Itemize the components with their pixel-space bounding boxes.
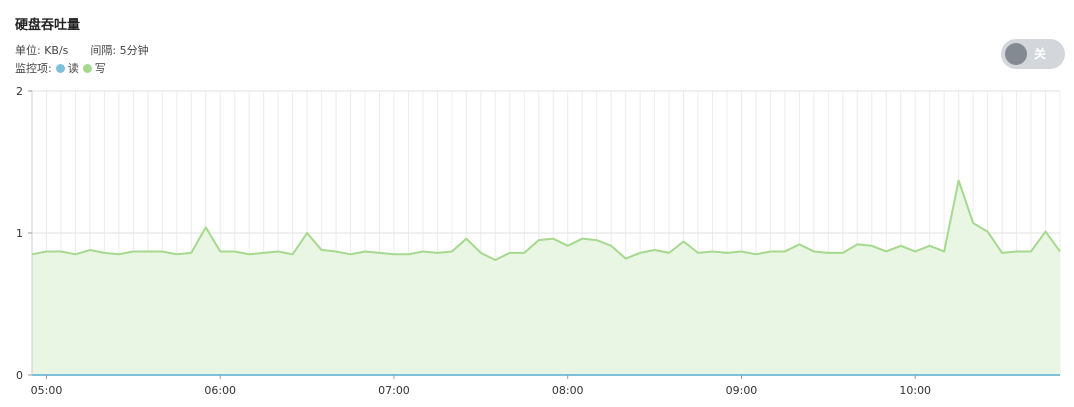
unit-text: 单位: KB/s bbox=[15, 44, 69, 57]
legend: 监控项: 读 写 bbox=[15, 60, 149, 78]
y-tick-label: 1 bbox=[16, 227, 23, 240]
legend-read-dot bbox=[55, 64, 65, 73]
x-tick-label: 07:00 bbox=[378, 384, 410, 397]
monitor-toggle[interactable]: 关 bbox=[1001, 39, 1065, 69]
axes: 0 1 2 05:00 06:00 07:00 08:00 09:00 10:00 bbox=[16, 85, 931, 397]
toggle-label: 关 bbox=[1034, 47, 1047, 61]
monitor-label: 监控项: bbox=[15, 62, 52, 75]
x-tick-label: 05:00 bbox=[31, 384, 63, 397]
series-write-area bbox=[32, 180, 1060, 375]
chart-meta: 单位: KB/s 间隔: 5分钟 监控项: 读 写 bbox=[15, 42, 149, 78]
meta-row-1: 单位: KB/s 间隔: 5分钟 bbox=[15, 42, 149, 60]
y-tick-label: 0 bbox=[16, 369, 23, 382]
legend-read-label[interactable]: 读 bbox=[67, 62, 79, 75]
x-tick-label: 06:00 bbox=[204, 384, 236, 397]
y-tick-label: 2 bbox=[16, 85, 23, 98]
areas bbox=[32, 180, 1060, 375]
x-tick-label: 10:00 bbox=[899, 384, 931, 397]
legend-write-dot bbox=[82, 64, 92, 73]
legend-write-label[interactable]: 写 bbox=[94, 62, 106, 75]
interval-text: 间隔: 5分钟 bbox=[90, 44, 149, 57]
series-write-line bbox=[31, 179, 1061, 261]
x-tick-label: 08:00 bbox=[552, 384, 584, 397]
toggle-knob bbox=[1005, 43, 1027, 65]
x-tick-label: 09:00 bbox=[726, 384, 758, 397]
chart-title: 硬盘吞吐量 bbox=[15, 18, 81, 33]
series-lines bbox=[31, 179, 1061, 376]
